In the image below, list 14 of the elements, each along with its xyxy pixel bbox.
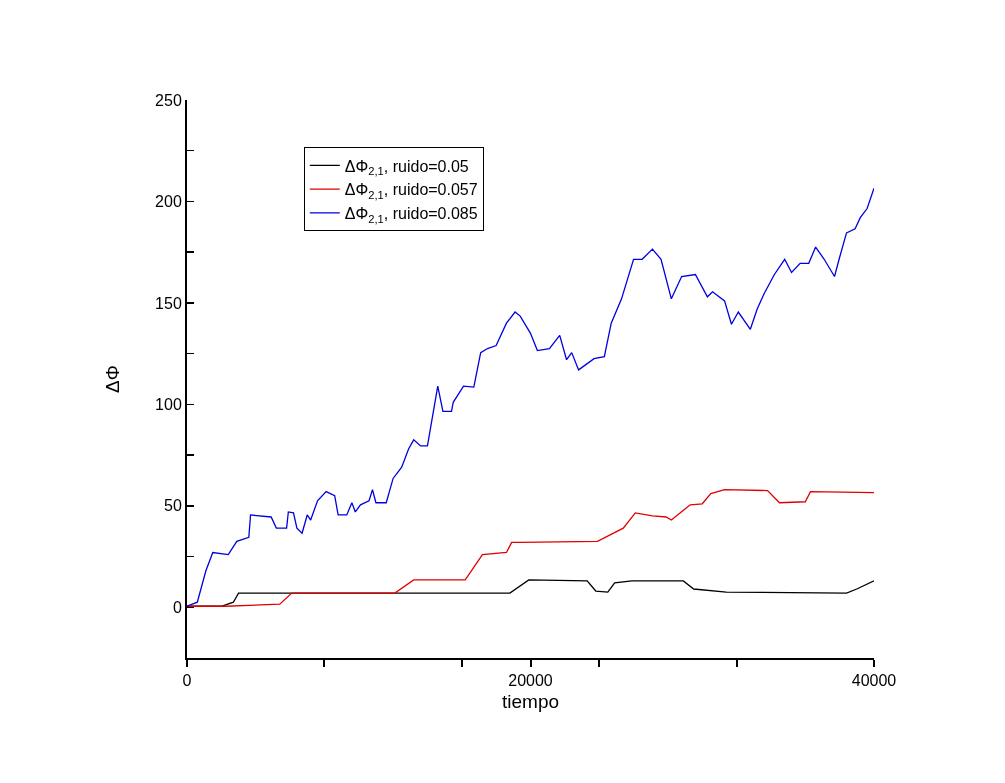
y-tick-label: 100 [155, 395, 182, 413]
x-tick-label: 20000 [508, 672, 553, 690]
y-tick-label: 150 [155, 294, 182, 312]
y-tick-label: 0 [172, 598, 182, 616]
y-tick-label: 200 [155, 193, 182, 211]
y-tick-label: 250 [155, 91, 182, 109]
legend-label: ΔΦ$_{2,1}$, ruido=0.057 [344, 181, 478, 201]
legend-label: ΔΦ$_{2,1}$, ruido=0.05 [344, 157, 469, 177]
legend-label: ΔΦ$_{2,1}$, ruido=0.085 [344, 205, 478, 225]
x-axis-title: tiempo [501, 690, 560, 712]
y-tick-label: 50 [164, 497, 182, 515]
y-axis-title: ΔΦ [102, 365, 124, 393]
x-tick-label: 40000 [851, 672, 897, 690]
line-series [187, 488, 874, 607]
